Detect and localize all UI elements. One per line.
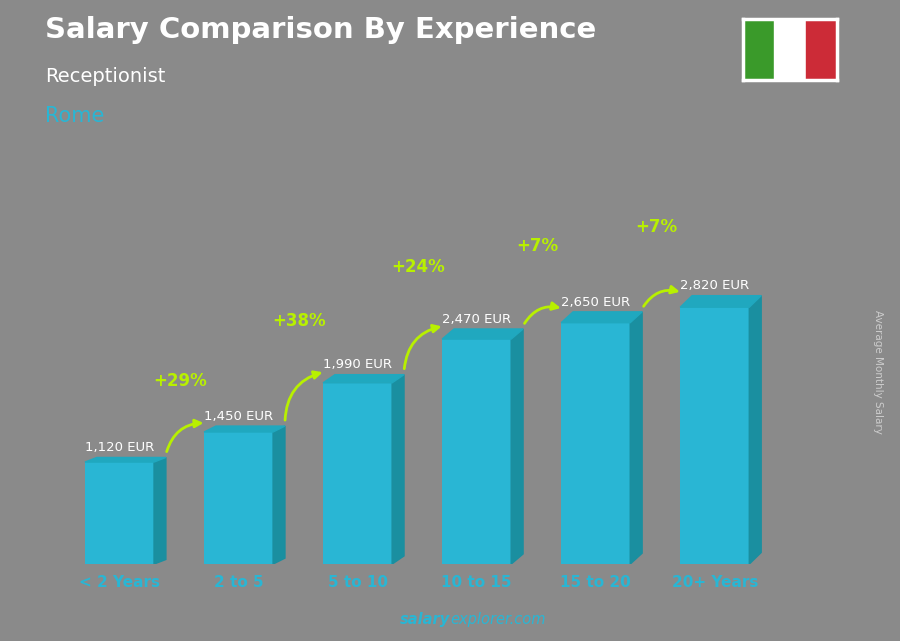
Text: 1,450 EUR: 1,450 EUR	[204, 410, 273, 423]
Bar	[680, 307, 750, 564]
Bar	[85, 462, 154, 564]
Polygon shape	[323, 374, 404, 383]
Polygon shape	[511, 329, 523, 564]
Polygon shape	[273, 426, 285, 564]
Bar	[204, 432, 273, 564]
Bar	[323, 383, 392, 564]
Polygon shape	[392, 374, 404, 564]
Bar	[742, 19, 774, 80]
Bar	[774, 19, 806, 80]
Polygon shape	[680, 296, 761, 307]
Text: 1,990 EUR: 1,990 EUR	[323, 358, 392, 372]
Text: 2,820 EUR: 2,820 EUR	[680, 279, 750, 292]
Text: Average Monthly Salary: Average Monthly Salary	[873, 310, 884, 434]
Bar	[562, 322, 630, 564]
Polygon shape	[630, 312, 642, 564]
Text: explorer.com: explorer.com	[450, 612, 545, 627]
Bar	[806, 19, 837, 80]
Text: 1,120 EUR: 1,120 EUR	[85, 441, 154, 454]
Text: Receptionist: Receptionist	[45, 67, 166, 87]
Text: +29%: +29%	[153, 372, 207, 390]
Text: +24%: +24%	[392, 258, 446, 276]
Polygon shape	[562, 312, 642, 322]
Polygon shape	[85, 458, 166, 462]
Text: 2,470 EUR: 2,470 EUR	[442, 313, 511, 326]
Text: 2,650 EUR: 2,650 EUR	[561, 296, 630, 309]
Text: +7%: +7%	[635, 219, 678, 237]
Polygon shape	[204, 426, 285, 432]
Text: Salary Comparison By Experience: Salary Comparison By Experience	[45, 16, 596, 44]
Bar	[442, 339, 511, 564]
Text: salary: salary	[400, 612, 450, 627]
Text: +38%: +38%	[273, 312, 326, 329]
Text: +7%: +7%	[517, 237, 558, 255]
Text: Rome: Rome	[45, 106, 104, 126]
Polygon shape	[154, 458, 166, 564]
Polygon shape	[442, 329, 523, 339]
Polygon shape	[750, 296, 761, 564]
